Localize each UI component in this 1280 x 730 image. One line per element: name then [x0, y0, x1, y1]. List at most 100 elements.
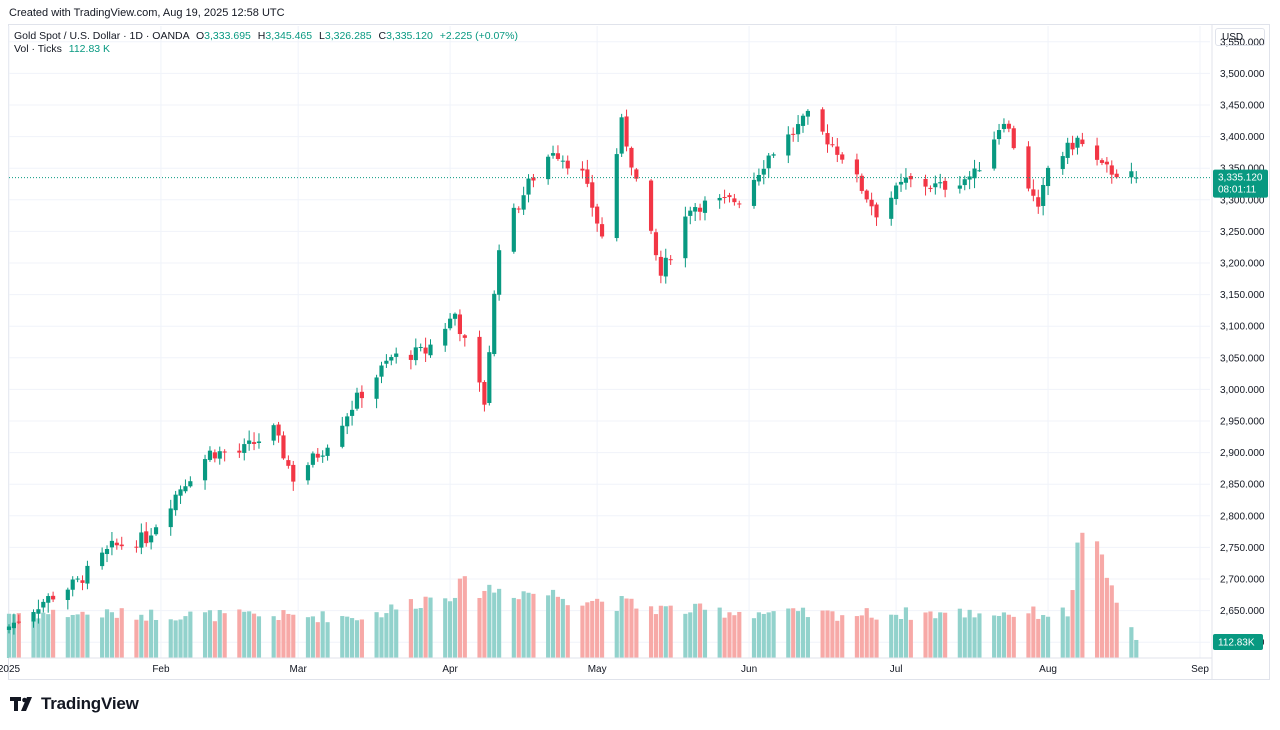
volume-bar [286, 613, 291, 658]
candle-body [428, 344, 433, 356]
volume-bar [923, 612, 928, 658]
volume-bar [497, 588, 502, 658]
candle-body [492, 293, 497, 355]
time-tick-label: Jul [890, 664, 903, 675]
volume-legend: Vol · Ticks 112.83 K [14, 43, 110, 55]
symbol-title[interactable]: Gold Spot / U.S. Dollar · 1D · OANDA [14, 30, 190, 42]
candle-body [869, 199, 874, 207]
candle-body [286, 460, 291, 466]
candle-body [394, 353, 399, 357]
candle-body [1045, 167, 1051, 187]
candle-body [310, 453, 315, 465]
open-label: O [195, 30, 205, 42]
candle-body [786, 134, 791, 156]
candle-body [595, 206, 600, 224]
candle-body [139, 532, 144, 548]
volume-bar [761, 613, 766, 658]
price-tick-label: 3,000.000 [1220, 385, 1265, 396]
candle-body [384, 360, 389, 364]
volume-bar [1075, 542, 1080, 658]
volume-bar [903, 607, 909, 658]
change-value: +2.225 (+0.07%) [439, 30, 518, 42]
high-value: 3,345.465 [265, 30, 313, 42]
candle-body [207, 450, 213, 460]
volume-bar [894, 614, 899, 658]
volume-bar [580, 605, 585, 658]
candle-body [359, 391, 364, 399]
candle-body [1129, 171, 1134, 178]
tradingview-logo-icon [10, 695, 38, 713]
candle-body [1065, 142, 1070, 158]
volume-bar [634, 608, 639, 658]
candle-body [766, 155, 771, 169]
volume-bar [482, 590, 487, 658]
volume-bar [869, 617, 874, 658]
candle-body [448, 318, 453, 329]
candle-body [992, 139, 997, 169]
candle-body [791, 133, 796, 135]
price-axis: 3,550.000 3,500.000 3,450.000 3,400.000 3,35… [1211, 24, 1265, 680]
volume-bar [1099, 554, 1105, 658]
volume-bar [800, 607, 806, 658]
volume-bar [531, 593, 536, 658]
volume-bar [693, 603, 698, 658]
volume-bar [830, 611, 835, 658]
currency-button[interactable]: USD [1215, 28, 1265, 46]
candle-body [697, 207, 703, 212]
candle-body [732, 198, 737, 203]
candle-body [354, 392, 360, 409]
volume-bar [65, 617, 70, 658]
volume-bar [242, 611, 247, 658]
price-tick-label: 2,650.000 [1220, 606, 1265, 617]
volume-bar [590, 600, 595, 658]
volume-bar [389, 604, 394, 658]
volume-bar [771, 611, 776, 658]
volume-bar [345, 616, 350, 658]
price-tick-label: 2,800.000 [1220, 511, 1265, 522]
candle-body [144, 531, 149, 544]
time-tick-label: May [588, 664, 607, 675]
candle-body [962, 179, 967, 186]
time-tick-label: Apr [442, 664, 458, 675]
candle-body [668, 259, 673, 261]
volume-bar [737, 611, 742, 658]
volume-bar [653, 614, 659, 658]
volume-bar [153, 619, 159, 658]
candle-body [188, 481, 193, 487]
candle-body [109, 540, 115, 548]
candle-body [11, 622, 16, 629]
volume-legend-label[interactable]: Vol · Ticks [14, 43, 62, 55]
volume-bar [1065, 616, 1070, 658]
volume-bar [727, 612, 732, 658]
volume-legend-value: 112.83 K [68, 43, 111, 55]
price-tick-label: 3,200.000 [1220, 259, 1265, 270]
candle-body [624, 116, 629, 147]
volume-bar [149, 609, 154, 658]
candle-body [1104, 161, 1109, 165]
volume-bar [957, 608, 962, 658]
tradingview-logo[interactable]: TradingView [10, 694, 139, 714]
volume-bar [51, 609, 56, 658]
candle-body [996, 130, 1002, 140]
time-axis: 2025 Feb Mar Apr May Jun Jul Aug Sep [0, 657, 1212, 675]
candle-body [560, 160, 565, 162]
price-tick-label: 2,850.000 [1220, 480, 1265, 491]
volume-bar [560, 598, 565, 658]
close-value: 3,335.120 [386, 30, 433, 42]
candle-body [903, 177, 909, 183]
volume-bar [109, 612, 115, 658]
candle-body [658, 256, 663, 276]
volume-bar [251, 613, 257, 658]
volume-bar [962, 617, 967, 658]
volume-bar [756, 612, 761, 658]
candle-body [737, 203, 742, 205]
volume-bar [477, 597, 482, 658]
volume-bar [977, 613, 982, 658]
volume-bar [178, 619, 183, 658]
price-tick-label: 3,150.000 [1220, 290, 1265, 301]
volume-bar [683, 613, 688, 658]
candle-body [340, 425, 345, 447]
volume-bar [408, 599, 413, 658]
candle-body [800, 115, 806, 126]
